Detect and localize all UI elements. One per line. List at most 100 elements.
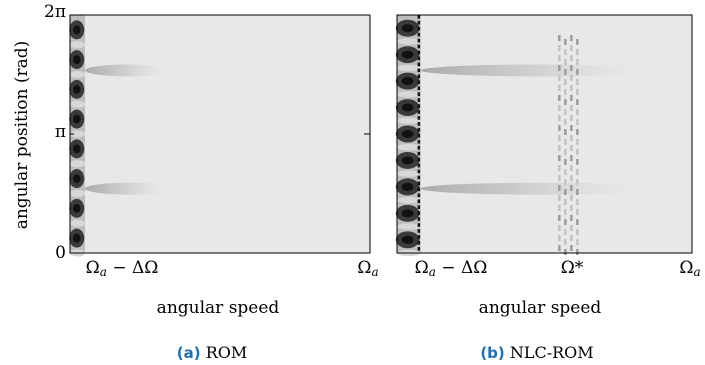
caption-b: (b) NLC-ROM: [480, 343, 593, 362]
band-edge-dash-15: [417, 104, 421, 108]
band-edge-dash-8: [417, 62, 421, 67]
dash-col0-2: [558, 55, 561, 61]
band-edge-dash-25: [417, 163, 421, 168]
band-stripe-core-5: [73, 174, 81, 184]
heatmap-background: [397, 15, 692, 253]
dash-col2-17: [570, 205, 573, 211]
dash-col3-12: [576, 159, 579, 165]
band-edge-dash-31: [417, 199, 421, 204]
dash-col1-4: [564, 79, 567, 85]
streak-2: [420, 64, 663, 77]
dash-col3-14: [576, 179, 579, 185]
x-tick-label-b-right: Ωa: [679, 258, 701, 279]
band-stripe-core-8: [401, 235, 414, 244]
band-edge-dash-19: [417, 128, 421, 132]
y-axis-label: angular position (rad): [12, 40, 32, 230]
band-edge-dash-30: [417, 193, 421, 198]
band-edge-dash-13: [417, 92, 421, 96]
band-gap-5: [70, 189, 85, 198]
caption-a: (a) ROM: [177, 343, 247, 362]
caption-a-text: ROM: [205, 343, 248, 362]
dash-col1-1: [564, 49, 567, 55]
dash-col2-12: [570, 155, 573, 161]
dash-col3-3: [576, 69, 579, 75]
y-tick-label-pi: π: [54, 122, 66, 142]
dash-col0-3: [558, 65, 561, 71]
band-edge-dash-26: [417, 169, 421, 174]
band-edge-dash-33: [417, 211, 421, 215]
band-gap-0: [70, 41, 85, 49]
band-gap-4: [70, 160, 85, 168]
y-tick-label-0: 0: [55, 243, 66, 263]
dash-col0-21: [558, 245, 561, 251]
band-stripe-core-3: [73, 114, 81, 124]
dash-col0-16: [558, 195, 561, 201]
dash-col1-10: [564, 139, 567, 145]
dash-col0-5: [558, 85, 561, 91]
band-stripe-core-5: [401, 156, 414, 165]
heatmap-background: [70, 15, 370, 253]
band-edge-dash-2: [417, 26, 421, 31]
dash-col2-21: [570, 245, 573, 251]
dash-col2-6: [570, 95, 573, 101]
dash-col0-9: [558, 125, 561, 131]
band-edge-dash-9: [417, 68, 421, 73]
band-gap-1: [397, 64, 421, 72]
panel-b-heatmap: [395, 14, 693, 257]
dash-col1-17: [564, 209, 567, 215]
dash-col0-19: [558, 225, 561, 231]
dash-col0-0: [558, 35, 561, 41]
band-stripe-core-1: [401, 50, 414, 59]
dash-col0-15: [558, 185, 561, 191]
band-edge-dash-29: [417, 187, 421, 192]
band-edge-dash-22: [417, 145, 421, 150]
band-edge-dash-4: [417, 38, 421, 43]
band-edge-dash-17: [417, 116, 421, 120]
dash-col3-6: [576, 99, 579, 105]
dash-col2-9: [570, 125, 573, 131]
dash-col1-16: [564, 199, 567, 205]
dash-col3-17: [576, 209, 579, 215]
band-edge-dash-21: [417, 139, 421, 144]
band-edge-dash-18: [417, 122, 421, 126]
dash-col3-21: [576, 249, 579, 255]
band-edge-dash-12: [417, 86, 421, 90]
dash-col2-15: [570, 185, 573, 191]
band-edge-dash-1: [417, 20, 421, 25]
band-edge-dash-16: [417, 110, 421, 114]
x-tick-label-a-right: Ωa: [357, 258, 379, 279]
dash-col1-12: [564, 159, 567, 165]
dash-col3-8: [576, 119, 579, 125]
dash-col3-18: [576, 219, 579, 225]
band-gap-0: [397, 38, 421, 45]
dash-col1-6: [564, 99, 567, 105]
plot-frame: [396, 14, 693, 254]
dash-col0-6: [558, 95, 561, 101]
band-gap-7: [397, 223, 421, 230]
band-stripe-core-1: [73, 55, 81, 65]
band-stripe-core-2: [73, 84, 81, 94]
dash-col2-20: [570, 235, 573, 241]
band-edge-dash-28: [417, 181, 421, 186]
dash-col1-13: [564, 169, 567, 175]
dash-col2-13: [570, 165, 573, 171]
dash-col1-11: [564, 149, 567, 155]
streak-1: [420, 182, 663, 195]
band-gap-6: [70, 219, 85, 227]
dash-col3-4: [576, 79, 579, 85]
dash-col0-8: [558, 115, 561, 121]
band-edge-dash-3: [417, 32, 421, 37]
dash-col2-14: [570, 175, 573, 181]
dash-col1-9: [564, 129, 567, 135]
band-edge-dash-32: [417, 205, 421, 209]
dash-col3-2: [576, 59, 579, 65]
band-edge-dash-20: [417, 134, 421, 138]
dash-col2-19: [570, 225, 573, 231]
dash-col3-10: [576, 139, 579, 145]
band-edge-dash-5: [417, 44, 421, 49]
x-axis-label-b: angular speed: [478, 298, 602, 318]
dash-col2-3: [570, 65, 573, 71]
dash-col0-20: [558, 235, 561, 241]
dash-col2-8: [570, 115, 573, 121]
